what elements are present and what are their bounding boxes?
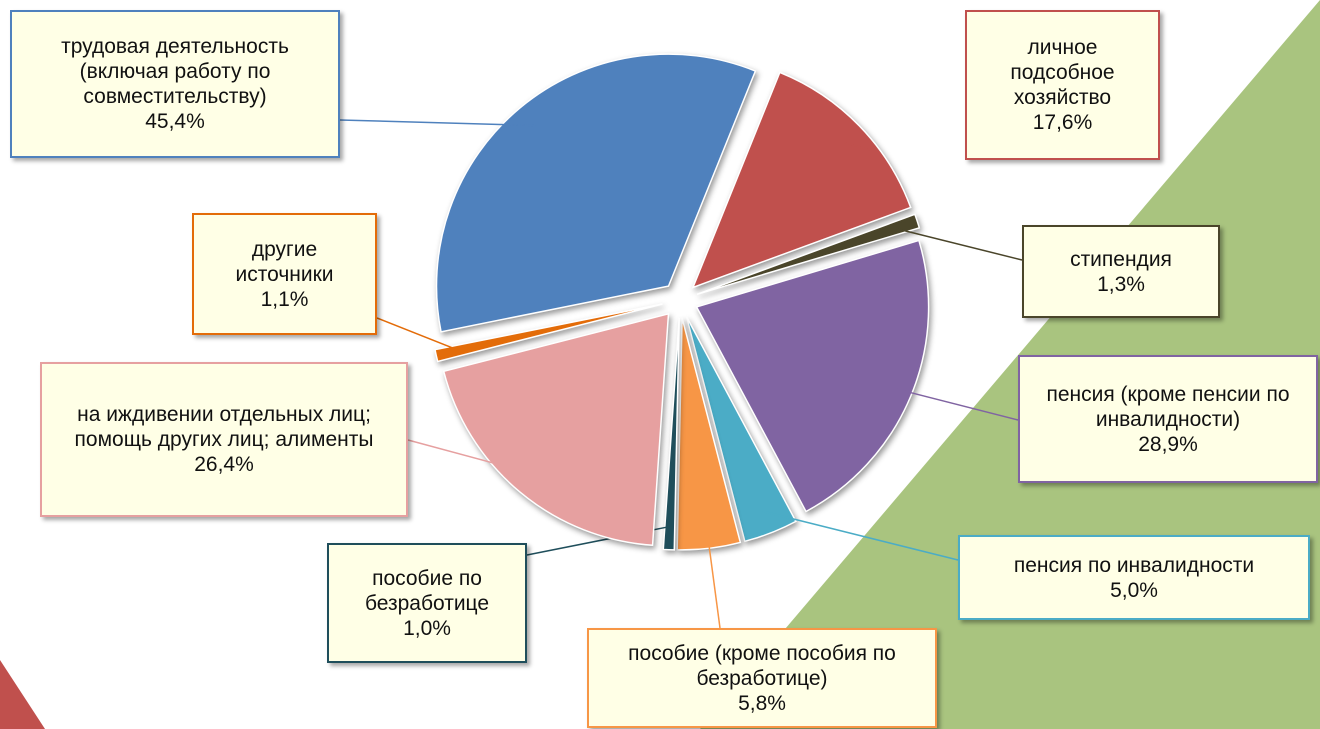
data-label-box: трудовая деятельность (включая работу по… xyxy=(10,10,340,158)
category-label: стипендия xyxy=(1070,247,1172,271)
category-label: на иждивении отдельных лиц; помощь други… xyxy=(74,403,374,451)
category-label: пособие по безработице xyxy=(364,566,490,615)
category-label: пенсия по инвалидности xyxy=(1013,553,1255,577)
value-label: 28,9% xyxy=(1138,432,1198,456)
value-label: 1,1% xyxy=(260,287,309,311)
slice xyxy=(662,317,680,551)
data-label-box: личное подсобное хозяйство 17,6% xyxy=(965,10,1160,160)
slice xyxy=(685,316,797,543)
corner-triangle xyxy=(0,660,45,729)
category-label: пособие (кроме пособия по безработице) xyxy=(628,641,896,690)
value-label: 17,6% xyxy=(1032,111,1093,134)
value-label: 1,0% xyxy=(403,616,451,640)
leader-line xyxy=(376,317,460,352)
leader-line xyxy=(889,386,1019,421)
slice xyxy=(695,239,930,513)
value-label: 45,4% xyxy=(145,110,205,133)
data-label-box: стипендия 1,3% xyxy=(1022,225,1220,318)
data-label-box: пенсия по инвалидности 5,0% xyxy=(958,535,1310,620)
leader-line xyxy=(407,439,536,475)
data-label-box: на иждивении отдельных лиц; помощь други… xyxy=(40,362,408,517)
slice xyxy=(435,53,757,333)
leader-line xyxy=(842,141,871,151)
category-label: пенсия (кроме пенсии по инвалидности) xyxy=(1046,382,1290,431)
leader-line xyxy=(705,525,721,629)
leader-line xyxy=(339,119,536,127)
data-label-box: другие источники 1,1% xyxy=(192,213,377,335)
slice xyxy=(442,312,670,547)
data-label-box: пособие (кроме пособия по безработице) 5,… xyxy=(587,628,937,728)
slice xyxy=(696,213,921,296)
slice xyxy=(691,71,912,289)
leader-line xyxy=(762,510,959,561)
value-label: 5,0% xyxy=(1110,578,1158,602)
value-label: 5,8% xyxy=(738,691,786,715)
data-label-box: пособие по безработице 1,0% xyxy=(327,543,527,663)
data-label-box: пенсия (кроме пенсии по инвалидности) 28,… xyxy=(1018,355,1318,483)
slice xyxy=(434,303,663,363)
category-label: другие источники xyxy=(235,237,334,286)
category-label: трудовая деятельность (включая работу по… xyxy=(61,35,289,108)
category-label: личное подсобное хозяйство xyxy=(1010,36,1115,109)
leader-line xyxy=(895,227,1023,261)
value-label: 26,4% xyxy=(194,453,254,476)
value-label: 1,3% xyxy=(1097,272,1145,296)
